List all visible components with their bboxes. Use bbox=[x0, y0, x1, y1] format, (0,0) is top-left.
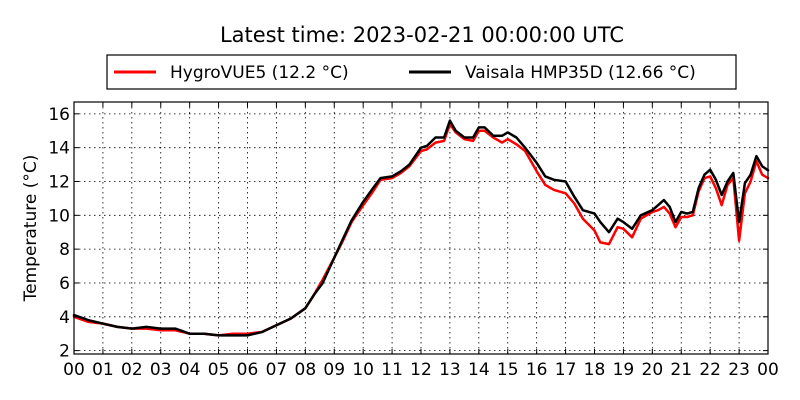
x-tick-label: 21 bbox=[670, 360, 692, 380]
legend-label-vaisala: Vaisala HMP35D (12.66 °C) bbox=[465, 63, 696, 83]
y-tick-label: 2 bbox=[59, 342, 70, 362]
x-tick-label: 20 bbox=[642, 360, 664, 380]
x-tick-label: 04 bbox=[179, 360, 201, 380]
x-tick-label: 10 bbox=[352, 360, 374, 380]
x-tick-label: 08 bbox=[295, 360, 317, 380]
series-line-hygrovue5 bbox=[72, 122, 770, 337]
series-line-vaisala bbox=[72, 119, 770, 337]
x-tick-label: 00 bbox=[63, 360, 85, 380]
x-tick-label: 17 bbox=[555, 360, 577, 380]
x-tick-label: 11 bbox=[381, 360, 403, 380]
y-tick-label: 4 bbox=[59, 308, 70, 328]
x-tick-label: 00 bbox=[757, 360, 779, 380]
x-tick-label: 18 bbox=[584, 360, 606, 380]
chart-title: Latest time: 2023-02-21 00:00:00 UTC bbox=[220, 23, 624, 47]
x-tick-label: 02 bbox=[121, 360, 143, 380]
series-lines bbox=[72, 119, 770, 337]
x-tick-label: 16 bbox=[526, 360, 548, 380]
x-tick-label: 13 bbox=[439, 360, 461, 380]
x-tick-label: 22 bbox=[699, 360, 721, 380]
y-tick-label: 8 bbox=[59, 240, 70, 260]
x-tick-label: 06 bbox=[237, 360, 259, 380]
legend-label-hygrovue5: HygroVUE5 (12.2 °C) bbox=[170, 63, 349, 83]
y-tick-label: 14 bbox=[48, 139, 70, 159]
x-tick-label: 23 bbox=[728, 360, 750, 380]
axis-ticks: 00 01 02 03 04 05 06 07 08 09 10 11 12 13 14 15 16 17 18 19… bbox=[48, 102, 779, 380]
x-tick-label: 09 bbox=[323, 360, 345, 380]
y-tick-label: 6 bbox=[59, 274, 70, 294]
y-axis-label: Temperature (°C) bbox=[21, 155, 41, 303]
x-tick-label: 05 bbox=[208, 360, 230, 380]
x-tick-label: 19 bbox=[613, 360, 635, 380]
x-tick-label: 12 bbox=[410, 360, 432, 380]
y-tick-label: 12 bbox=[48, 172, 70, 192]
x-tick-label: 07 bbox=[266, 360, 288, 380]
x-tick-label: 15 bbox=[497, 360, 519, 380]
grid bbox=[74, 102, 768, 354]
y-tick-label: 16 bbox=[48, 105, 70, 125]
x-tick-label: 01 bbox=[92, 360, 114, 380]
x-tick-label: 03 bbox=[150, 360, 172, 380]
legend: HygroVUE5 (12.2 °C) Vaisala HMP35D (12.6… bbox=[106, 54, 737, 90]
x-tick-label: 14 bbox=[468, 360, 490, 380]
y-tick-label: 10 bbox=[48, 206, 70, 226]
